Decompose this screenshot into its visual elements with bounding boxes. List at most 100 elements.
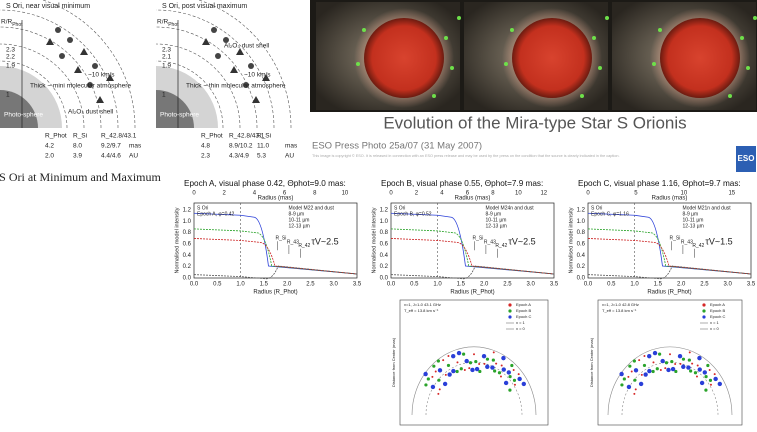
label: 0: [389, 191, 393, 197]
legend-dot: [508, 315, 512, 319]
maser-spot: [626, 384, 632, 390]
grain: [223, 37, 229, 43]
grain: [215, 53, 221, 59]
maser-spot: [702, 370, 707, 375]
maser-spot: [512, 378, 517, 383]
label: 0.0: [380, 276, 389, 282]
label: 4.4/4.6: [101, 153, 121, 160]
shell-arc: [0, 60, 68, 129]
label: 10: [342, 191, 349, 197]
legend-dot: [702, 315, 706, 319]
maser-spot: [473, 353, 475, 356]
label: mas: [285, 143, 298, 150]
label: 8-9 µm: [289, 211, 305, 217]
label: 0.0: [190, 282, 199, 288]
maser-spot: [677, 354, 683, 359]
maser-spot: [423, 371, 428, 377]
label: x = 1: [516, 320, 526, 325]
curve: [587, 238, 752, 275]
label: R/RPhot: [157, 19, 179, 29]
label: 12: [540, 191, 547, 197]
label: 1.0: [236, 282, 245, 288]
maser-spot: [598, 66, 602, 70]
legend-dot: [702, 309, 706, 313]
maser-spot: [634, 388, 637, 391]
label: 2.5: [306, 282, 315, 288]
maser-spot: [451, 368, 456, 374]
maser-spot: [437, 368, 443, 373]
maser-spot: [658, 352, 662, 356]
press-notice: This image is copyright © ESO. It is rel…: [312, 154, 620, 158]
label: Epoch A: [710, 302, 725, 307]
maser-spot: [492, 351, 495, 354]
label: 10-11 µm: [683, 217, 704, 223]
maser-spot: [708, 378, 713, 383]
label: R_43: [681, 239, 693, 245]
grain: [262, 74, 270, 81]
label: 1.0: [630, 282, 639, 288]
plot-frame: [193, 202, 358, 279]
label: R_Phot: [45, 133, 67, 140]
maser-spot: [697, 367, 702, 372]
label: Radius (mas): [258, 196, 294, 202]
label: 2: [223, 191, 227, 197]
maser-spot: [651, 369, 655, 374]
plot-title: Epoch A, visual phase 0.42, Θphot=9.0 ma…: [184, 179, 346, 188]
maser-spot: [681, 364, 686, 369]
label: 0.5: [213, 282, 222, 288]
label: 0.0: [584, 282, 593, 288]
maser-spot: [497, 371, 502, 375]
grain: [92, 63, 98, 69]
plot-title: Epoch B, visual phase 0.55, Θphot=7.9 ma…: [381, 179, 543, 188]
maser-spot: [500, 364, 503, 367]
maser-spot: [666, 367, 671, 373]
plot-title: Epoch C, visual phase 1.16, Θphot=9.7 ma…: [578, 179, 741, 188]
maser-spot: [638, 381, 644, 387]
label: 9.2/9.7: [101, 143, 121, 150]
label: τV~1.5: [705, 236, 732, 246]
shell-fit: [411, 346, 537, 416]
sub: Phot: [168, 22, 179, 28]
label: 11.0: [257, 143, 270, 150]
photosphere: [0, 90, 38, 128]
label: 8-9 µm: [486, 211, 502, 217]
maser-spot: [508, 375, 512, 379]
maser-spot: [432, 364, 436, 368]
maser-spot: [679, 362, 682, 365]
label: 1.0: [577, 219, 586, 225]
label: 2.0: [677, 282, 686, 288]
label: Al₂O₃ dust shell: [68, 109, 114, 116]
press-id: ESO Press Photo 25a/07 (31 May 2007): [312, 141, 482, 152]
curve: [587, 212, 752, 275]
maser-spot: [432, 94, 436, 98]
maser-spot: [688, 351, 691, 354]
label: R_Phot: [201, 133, 223, 140]
plot-frame: [399, 299, 549, 426]
label: 1.2: [183, 207, 192, 213]
curve: [587, 265, 752, 280]
maser-spot: [643, 354, 646, 357]
label: Radius (R_Phot): [450, 290, 494, 296]
maser-spot: [687, 358, 691, 362]
maser-spot: [513, 383, 516, 386]
maser-spot: [501, 367, 506, 372]
label: 10-11 µm: [486, 217, 507, 223]
label: 4: [440, 191, 444, 197]
maser-spot: [521, 381, 527, 387]
label: R_42: [298, 243, 310, 249]
grain: [202, 38, 210, 45]
shell-arc: [155, 60, 224, 129]
maser-spot: [424, 383, 428, 387]
label: S Ori, post visual maximum: [162, 3, 247, 10]
maser-spot: [699, 380, 705, 386]
maser-spot: [704, 375, 708, 379]
maser-spot: [689, 369, 693, 373]
grain: [80, 48, 88, 55]
label: Radius (R_Phot): [253, 290, 297, 296]
curve: [193, 212, 358, 275]
maser-spot: [444, 36, 448, 40]
maser-spot: [753, 16, 757, 20]
label: 1.0: [433, 282, 442, 288]
curve: [193, 265, 358, 280]
maser-spot: [627, 375, 630, 378]
